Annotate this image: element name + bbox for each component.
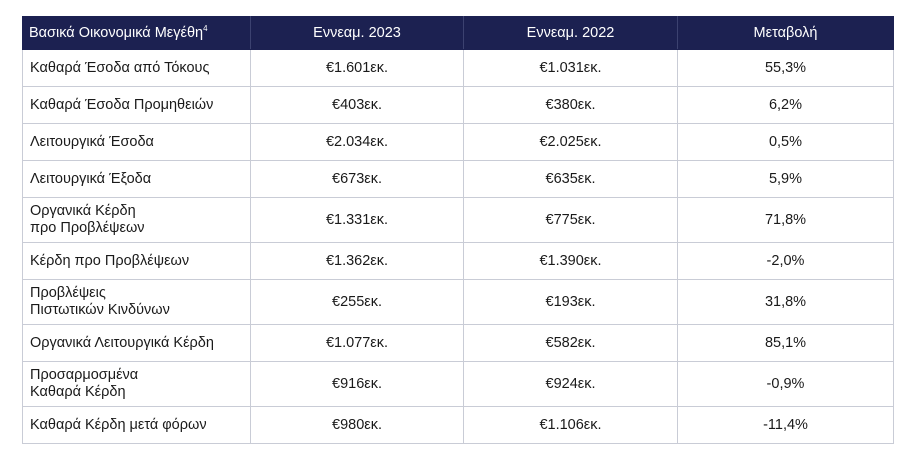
table-row: Οργανικά Κέρδη προ Προβλέψεων €1.331εκ. … [22, 197, 894, 243]
value-2022: €1.106εκ. [463, 406, 678, 444]
value-2023: €1.362εκ. [250, 242, 464, 280]
change-value: -0,9% [677, 361, 894, 407]
value-2022: €2.025εκ. [463, 123, 678, 161]
table-row: Λειτουργικά Έξοδα €673εκ. €635εκ. 5,9% [22, 160, 894, 198]
value-2022: €582εκ. [463, 324, 678, 362]
table-row: Καθαρά Κέρδη μετά φόρων €980εκ. €1.106εκ… [22, 406, 894, 444]
header-metric: Βασικά Οικονομικά Μεγέθη4 [22, 16, 251, 50]
header-metric-footnote: 4 [203, 23, 208, 33]
value-2023: €403εκ. [250, 86, 464, 124]
value-2023: €255εκ. [250, 279, 464, 325]
header-period-2022: Εννεαμ. 2022 [463, 16, 678, 50]
value-2023: €673εκ. [250, 160, 464, 198]
table-row: Καθαρά Έσοδα από Τόκους €1.601εκ. €1.031… [22, 49, 894, 87]
table-body: Καθαρά Έσοδα από Τόκους €1.601εκ. €1.031… [22, 49, 894, 444]
change-value: 55,3% [677, 49, 894, 87]
change-value: 5,9% [677, 160, 894, 198]
value-2023: €2.034εκ. [250, 123, 464, 161]
row-label: Καθαρά Κέρδη μετά φόρων [22, 406, 251, 444]
value-2022: €1.031εκ. [463, 49, 678, 87]
row-label: Λειτουργικά Έσοδα [22, 123, 251, 161]
header-change: Μεταβολή [677, 16, 894, 50]
table-row: Καθαρά Έσοδα Προμηθειών €403εκ. €380εκ. … [22, 86, 894, 124]
change-value: -2,0% [677, 242, 894, 280]
header-period-2023: Εννεαμ. 2023 [250, 16, 464, 50]
header-row: Βασικά Οικονομικά Μεγέθη4 Εννεαμ. 2023 Ε… [22, 16, 894, 50]
change-value: 85,1% [677, 324, 894, 362]
row-label: Καθαρά Έσοδα Προμηθειών [22, 86, 251, 124]
table-row: Λειτουργικά Έσοδα €2.034εκ. €2.025εκ. 0,… [22, 123, 894, 161]
value-2023: €1.331εκ. [250, 197, 464, 243]
value-2022: €193εκ. [463, 279, 678, 325]
value-2023: €980εκ. [250, 406, 464, 444]
change-value: -11,4% [677, 406, 894, 444]
table-row: Προσαρμοσμένα Καθαρά Κέρδη €916εκ. €924ε… [22, 361, 894, 407]
value-2022: €924εκ. [463, 361, 678, 407]
row-label: Καθαρά Έσοδα από Τόκους [22, 49, 251, 87]
value-2022: €380εκ. [463, 86, 678, 124]
row-label: Κέρδη προ Προβλέψεων [22, 242, 251, 280]
value-2023: €1.077εκ. [250, 324, 464, 362]
row-label: Προσαρμοσμένα Καθαρά Κέρδη [22, 361, 251, 407]
table-row: Κέρδη προ Προβλέψεων €1.362εκ. €1.390εκ.… [22, 242, 894, 280]
change-value: 31,8% [677, 279, 894, 325]
value-2023: €916εκ. [250, 361, 464, 407]
value-2022: €1.390εκ. [463, 242, 678, 280]
value-2022: €775εκ. [463, 197, 678, 243]
value-2022: €635εκ. [463, 160, 678, 198]
change-value: 6,2% [677, 86, 894, 124]
row-label: Οργανικά Κέρδη προ Προβλέψεων [22, 197, 251, 243]
row-label: Προβλέψεις Πιστωτικών Κινδύνων [22, 279, 251, 325]
header-metric-label: Βασικά Οικονομικά Μεγέθη [29, 24, 204, 41]
change-value: 0,5% [677, 123, 894, 161]
change-value: 71,8% [677, 197, 894, 243]
table-row: Προβλέψεις Πιστωτικών Κινδύνων €255εκ. €… [22, 279, 894, 325]
table-row: Οργανικά Λειτουργικά Κέρδη €1.077εκ. €58… [22, 324, 894, 362]
row-label: Οργανικά Λειτουργικά Κέρδη [22, 324, 251, 362]
financial-figures-table: Βασικά Οικονομικά Μεγέθη4 Εννεαμ. 2023 Ε… [22, 16, 894, 444]
value-2023: €1.601εκ. [250, 49, 464, 87]
table-header: Βασικά Οικονομικά Μεγέθη4 Εννεαμ. 2023 Ε… [22, 16, 894, 50]
row-label: Λειτουργικά Έξοδα [22, 160, 251, 198]
